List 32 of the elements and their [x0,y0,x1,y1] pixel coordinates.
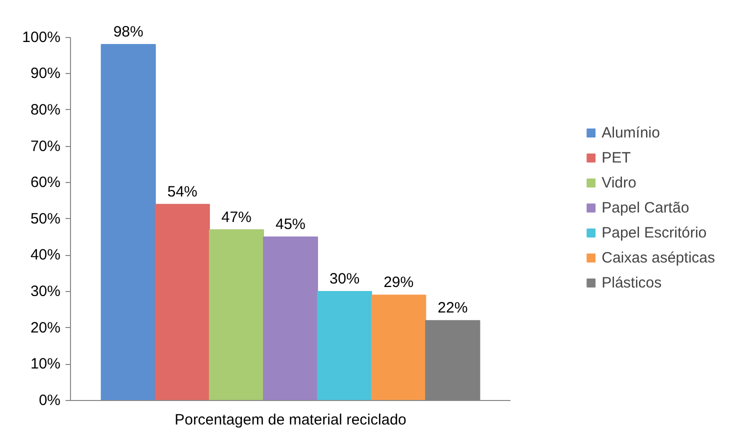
y-tick-label: 70% [30,138,61,155]
y-tick-label: 20% [30,319,61,336]
bar [317,291,372,400]
y-tick-label: 60% [30,174,61,192]
legend-label: Papel Cartão [602,199,690,216]
data-label: 47% [221,208,252,226]
legend-label: PET [602,149,631,166]
data-label: 45% [275,216,306,234]
legend-label: Papel Escritório [602,224,707,241]
x-tick-label: Porcentagem de material reciclado [174,412,406,428]
y-tick-label: 90% [30,65,61,82]
data-label: 54% [167,183,198,200]
bar [262,236,318,400]
data-label: 22% [438,300,468,317]
data-label: 29% [384,274,414,292]
y-tick-label: 100% [22,28,61,46]
data-label: 98% [113,24,144,41]
bar [208,229,264,400]
data-label: 30% [330,270,360,288]
legend-label: Caixas asépticas [602,249,715,266]
legend-label: Vidro [602,174,636,191]
legend-label: Alumínio [602,124,660,141]
y-tick-label: 80% [30,101,61,118]
y-tick-label: 30% [30,283,61,300]
bar [371,294,426,400]
y-tick-label: 10% [30,356,61,373]
y-tick-label: 40% [30,246,61,264]
bar [154,204,210,400]
y-tick-label: 0% [38,392,61,409]
y-tick-label: 50% [30,210,61,228]
legend-label: Plásticos [602,274,662,291]
bar [100,44,156,400]
